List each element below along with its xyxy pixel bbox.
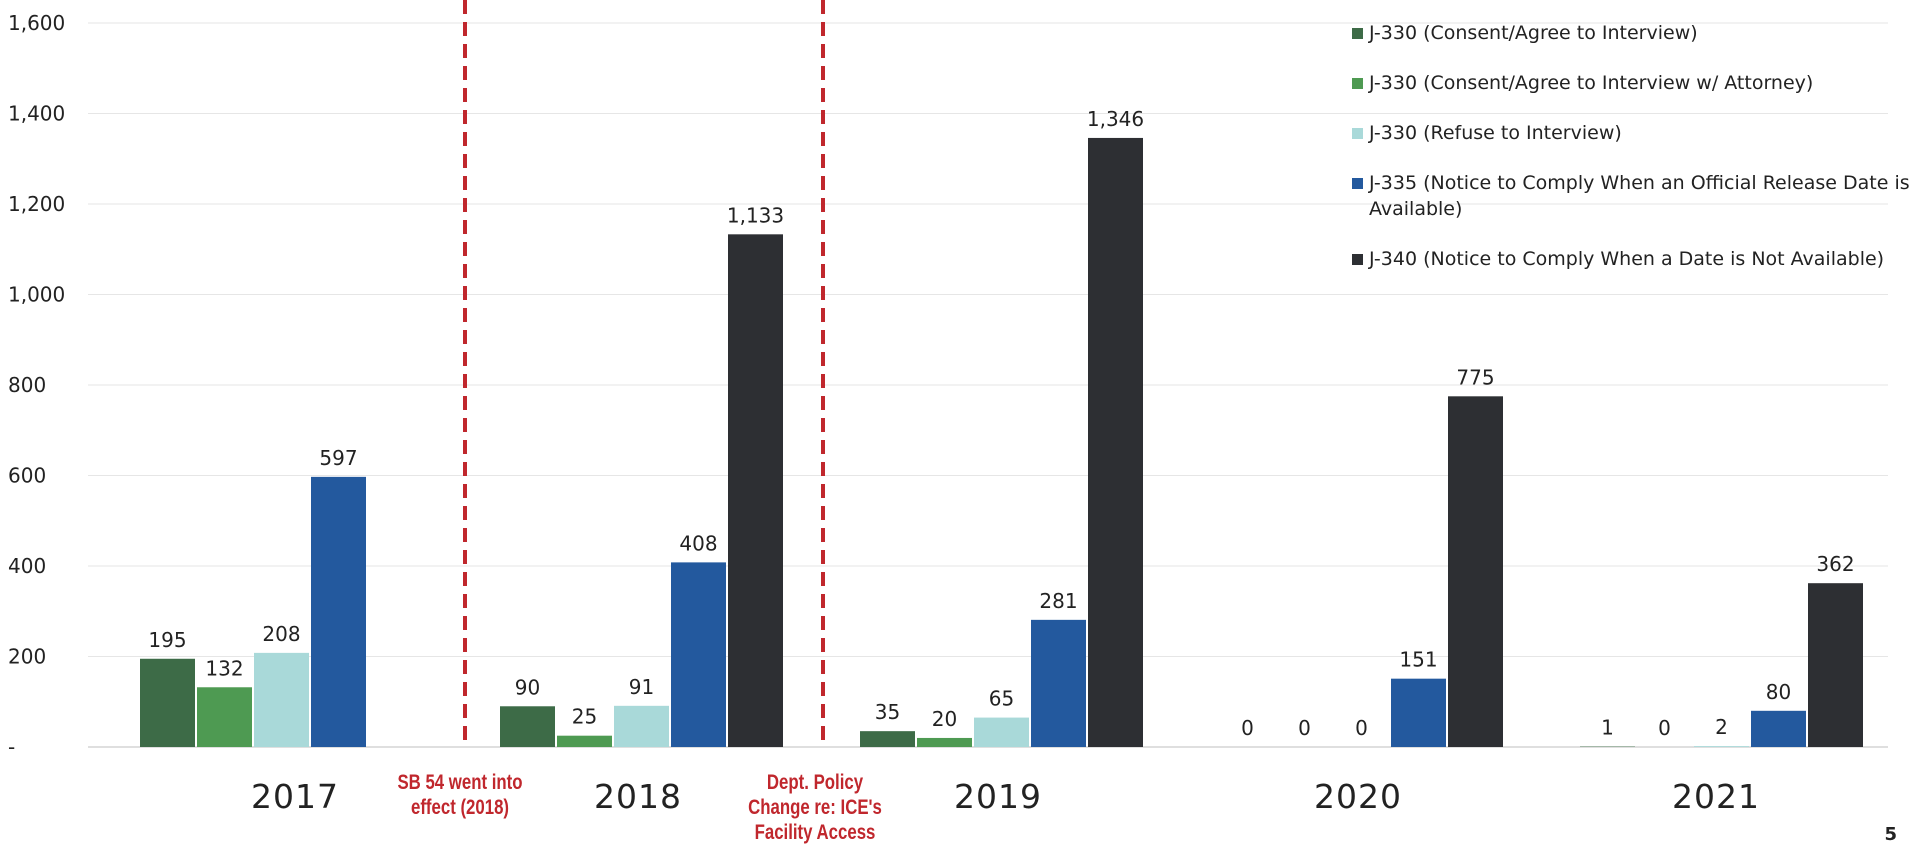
y-tick-label: 400 [8, 554, 46, 578]
bar [614, 705, 669, 747]
page-number: 5 [1884, 824, 1897, 845]
data-label: 1 [1601, 716, 1614, 740]
bar [197, 687, 252, 747]
bar [917, 737, 972, 747]
data-label: 775 [1456, 365, 1494, 389]
data-label: 90 [515, 675, 540, 699]
legend-item: J-340 (Notice to Comply When a Date is N… [1352, 246, 1912, 272]
y-tick-label: 1,200 [8, 192, 65, 216]
divider-lines [463, 0, 825, 745]
legend-swatch [1352, 254, 1363, 265]
legend: J-330 (Consent/Agree to Interview) J-330 … [1352, 20, 1912, 296]
x-axis: 2017 2018 2019 2020 2021 [251, 777, 1760, 816]
x-tick-label: 2018 [594, 777, 682, 816]
data-label: 80 [1766, 680, 1791, 704]
legend-swatch [1352, 178, 1363, 189]
x-tick-label: 2019 [954, 777, 1042, 816]
data-label: 35 [875, 700, 900, 724]
data-label: 132 [205, 656, 243, 680]
data-label: 1,133 [727, 203, 784, 227]
x-tick-label: 2017 [251, 777, 339, 816]
legend-label: J-340 (Notice to Comply When a Date is N… [1369, 248, 1885, 270]
annotation-policy-change: Dept. Policy Change re: ICE's Facility Acc… [748, 771, 882, 844]
legend-label: J-330 (Consent/Agree to Interview w/ Att… [1369, 72, 1814, 94]
legend-item: J-335 (Notice to Comply When an Official… [1352, 170, 1912, 222]
data-label: 281 [1039, 589, 1077, 613]
bar [1808, 583, 1863, 747]
bars [140, 137, 1863, 747]
data-label: 151 [1399, 648, 1437, 672]
gridlines [88, 22, 1888, 748]
bar [500, 706, 555, 747]
data-label: 208 [262, 622, 300, 646]
x-tick-label: 2020 [1314, 777, 1402, 816]
data-label: 20 [932, 707, 957, 731]
annotation-sb54: SB 54 went into effect (2018) [397, 771, 523, 819]
bar [1694, 746, 1749, 747]
legend-item: J-330 (Consent/Agree to Interview) [1352, 20, 1912, 46]
bar [1391, 678, 1446, 747]
bar [974, 717, 1029, 747]
data-label: 1,346 [1087, 107, 1144, 131]
legend-swatch [1352, 128, 1363, 139]
data-label: 362 [1816, 552, 1854, 576]
data-label: 2 [1715, 715, 1728, 739]
legend-item: J-330 (Consent/Agree to Interview w/ Att… [1352, 70, 1912, 96]
data-label: 25 [572, 705, 597, 729]
data-label: 597 [319, 446, 357, 470]
x-tick-label: 2021 [1672, 777, 1760, 816]
data-label: 195 [148, 628, 186, 652]
y-tick-label: 1,400 [8, 102, 65, 126]
y-tick-label: - [8, 735, 15, 759]
data-label: 0 [1241, 716, 1254, 740]
legend-label: J-335 (Notice to Comply When an Official… [1369, 172, 1910, 220]
legend-item: J-330 (Refuse to Interview) [1352, 120, 1912, 146]
y-tick-label: 1,600 [8, 11, 65, 35]
legend-swatch [1352, 28, 1363, 39]
y-tick-label: 600 [8, 464, 46, 488]
bar [1448, 396, 1503, 747]
y-axis: - 200 400 600 800 1,000 1,200 1,400 1,600 [8, 11, 65, 759]
bar [1031, 619, 1086, 747]
bar [140, 658, 195, 747]
bar [1088, 137, 1143, 747]
bar [254, 652, 309, 747]
data-label: 65 [989, 687, 1014, 711]
legend-swatch [1352, 78, 1363, 89]
data-label: 91 [629, 675, 654, 699]
bar [1751, 710, 1806, 747]
bar [311, 476, 366, 747]
legend-label: J-330 (Refuse to Interview) [1369, 122, 1622, 144]
bar [728, 234, 783, 747]
bar [671, 562, 726, 747]
data-label: 0 [1355, 716, 1368, 740]
legend-label: J-330 (Consent/Agree to Interview) [1369, 22, 1698, 44]
data-label: 408 [679, 531, 717, 555]
data-label: 0 [1298, 716, 1311, 740]
y-tick-label: 800 [8, 373, 46, 397]
bar [860, 731, 915, 747]
bar [557, 735, 612, 747]
data-label: 0 [1658, 716, 1671, 740]
y-tick-label: 200 [8, 645, 46, 669]
y-tick-label: 1,000 [8, 283, 65, 307]
